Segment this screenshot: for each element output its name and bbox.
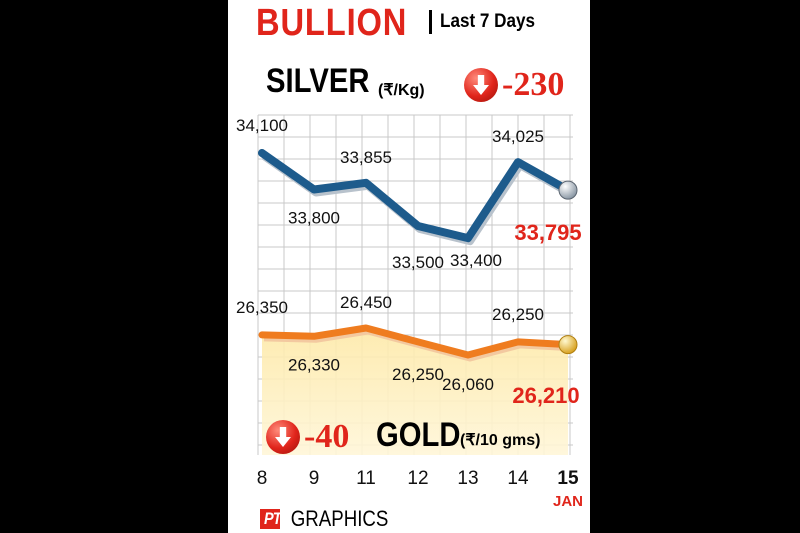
gold-point — [261, 334, 263, 336]
gold-name: GOLD — [376, 416, 461, 454]
silver-point — [365, 182, 367, 184]
x-tick-label: 14 — [507, 468, 529, 489]
gold-unit-label: (₹/10 gms) — [460, 432, 541, 449]
gold-header: GOLD — [376, 416, 474, 455]
credit: PTI GRAPHICS — [264, 506, 388, 532]
silver-data-label: 33,500 — [392, 253, 444, 272]
silver-unit: (₹/Kg) — [378, 80, 425, 100]
gold-latest-label: 26,210 — [512, 383, 579, 408]
x-tick-label: 15 — [557, 468, 579, 489]
x-tick-label: 8 — [257, 468, 268, 489]
silver-data-label: 34,100 — [236, 116, 288, 135]
silver-latest-point — [558, 180, 578, 200]
silver-unit-label: (₹/Kg) — [378, 82, 425, 99]
silver-point — [261, 152, 263, 154]
gold-data-label: 26,250 — [492, 305, 544, 324]
silver-change: -230 — [502, 66, 565, 103]
credit-text: GRAPHICS — [290, 506, 389, 531]
x-tick-label: 9 — [309, 468, 320, 489]
gold-data-label: 26,450 — [340, 293, 392, 312]
x-month-label: JAN — [553, 493, 583, 510]
silver-latest-label: 33,795 — [514, 220, 581, 245]
silver-data-label: 33,400 — [450, 251, 502, 270]
gold-data-label: 26,060 — [442, 375, 494, 394]
gold-latest-point — [558, 335, 578, 355]
silver-point — [417, 225, 419, 227]
silver-point — [467, 237, 469, 239]
chart-title: BULLION — [256, 2, 408, 44]
title-separator — [429, 10, 432, 34]
pti-logo-box — [260, 509, 280, 529]
gold-point — [517, 341, 519, 343]
line-chart: 34,100 33,800 33,855 33,500 33,400 34,025 33,7… — [236, 114, 583, 510]
silver-data-label: 34,025 — [492, 127, 544, 146]
gold-down-arrow-icon — [266, 420, 300, 454]
gold-data-label: 26,250 — [392, 365, 444, 384]
silver-point — [313, 189, 315, 190]
gold-unit: (₹/10 gms) — [460, 430, 540, 450]
gold-data-label: 26,330 — [288, 355, 340, 374]
x-tick-label: 13 — [457, 468, 478, 489]
silver-data-label: 33,855 — [340, 148, 392, 167]
chart-subtitle: Last 7 Days — [440, 11, 536, 32]
chart-panel: BULLION Last 7 Days 34,100 33,800 33,855 33… — [228, 0, 590, 533]
x-tick-label: 12 — [407, 468, 428, 489]
gold-data-label: 26,350 — [236, 298, 288, 317]
x-tick-label: 11 — [356, 468, 376, 489]
silver-name: SILVER — [266, 62, 370, 100]
silver-point — [517, 161, 519, 163]
gold-area — [262, 328, 568, 455]
pti-logo: PTI — [264, 509, 285, 528]
silver-data-label: 33,800 — [288, 209, 340, 228]
silver-down-arrow-icon — [464, 68, 498, 102]
gold-point — [313, 335, 315, 337]
gold-point — [467, 354, 469, 356]
gold-point — [365, 327, 367, 329]
gold-change: -40 — [304, 418, 350, 455]
gold-point — [417, 341, 419, 343]
silver-header: SILVER — [266, 62, 386, 101]
